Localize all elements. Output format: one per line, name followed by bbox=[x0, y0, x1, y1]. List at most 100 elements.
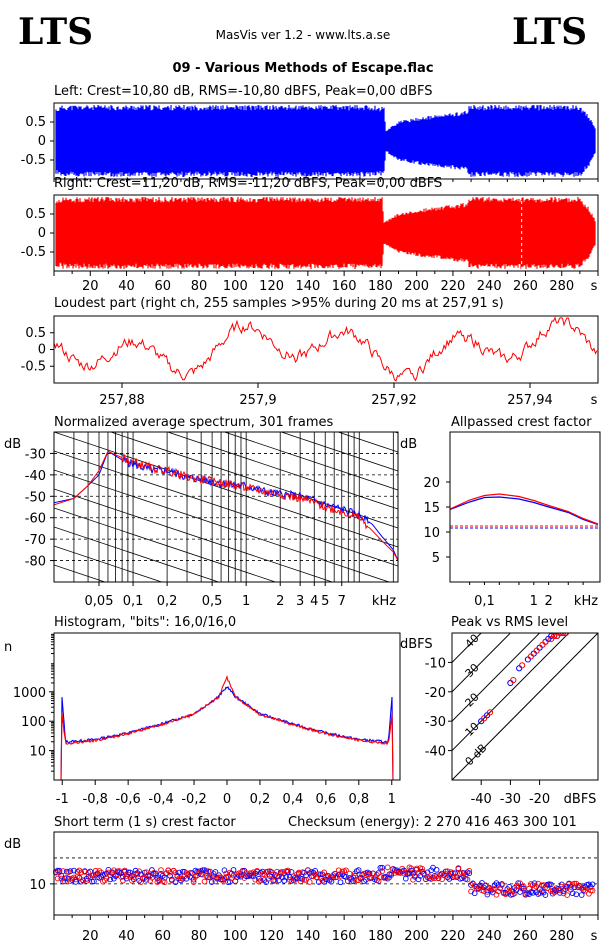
crest-point bbox=[58, 872, 65, 879]
x-unit-label: kHz bbox=[372, 594, 396, 609]
crest-point bbox=[78, 869, 85, 876]
slope-line bbox=[54, 432, 398, 548]
chart-title: Loudest part (right ch, 255 samples >95%… bbox=[54, 296, 504, 311]
crest-point bbox=[520, 885, 527, 892]
allpassed-crest-panel: Allpassed crest factor dB 20 15 10 5 0,1 1 2 kHz bbox=[400, 415, 601, 609]
x-tick-label: 4 bbox=[310, 594, 318, 609]
crest-point bbox=[352, 872, 358, 879]
scatter-point-right bbox=[542, 638, 549, 645]
crest-point bbox=[310, 873, 317, 880]
x-tick-label: kHz bbox=[574, 594, 598, 609]
y-tick-label: 0.5 bbox=[25, 207, 46, 222]
crest-point bbox=[107, 876, 114, 883]
crest-point bbox=[130, 876, 137, 883]
crest-point bbox=[217, 874, 224, 881]
y-tick-label: 1000 bbox=[13, 686, 46, 701]
x-tick-label: 1 bbox=[530, 594, 538, 609]
slope-line bbox=[54, 488, 334, 582]
x-unit-label: s bbox=[591, 279, 598, 294]
crest-point bbox=[295, 869, 302, 876]
x-tick-label: 0,1 bbox=[474, 594, 495, 609]
crest-point bbox=[170, 867, 177, 874]
x-tick-label: 257,92 bbox=[371, 393, 417, 408]
crest-point bbox=[134, 871, 141, 878]
crest-point bbox=[372, 874, 378, 881]
y-tick-label: -80 bbox=[25, 555, 46, 570]
right-waveform-panel: Right: Crest=11,20 dB, RMS=-11,20 dBFS, … bbox=[21, 176, 599, 294]
crest-point bbox=[263, 879, 270, 885]
crest-point bbox=[187, 870, 193, 876]
y-tick-label: 15 bbox=[423, 501, 440, 516]
crest-point bbox=[125, 869, 132, 876]
crest-point bbox=[265, 876, 271, 882]
x-tick-label: 0,1 bbox=[123, 594, 144, 609]
crest-point bbox=[294, 875, 300, 882]
app-title: MasVis ver 1.2 - www.lts.a.se bbox=[216, 28, 391, 42]
y-tick-label: 0 bbox=[38, 226, 46, 241]
crest-point bbox=[152, 872, 159, 879]
waveform-left bbox=[55, 105, 596, 177]
crest-point bbox=[399, 865, 406, 872]
x-tick-label: 20 bbox=[82, 929, 99, 944]
crest-point bbox=[67, 868, 74, 874]
crest-point bbox=[480, 888, 487, 894]
x-tick-label: 260 bbox=[513, 279, 538, 294]
crest-point bbox=[272, 877, 279, 884]
crest-point bbox=[455, 865, 462, 871]
scatter-point-right bbox=[481, 715, 488, 722]
y-tick-label: -20 bbox=[425, 686, 446, 701]
crest-point bbox=[89, 872, 95, 879]
crest-point bbox=[537, 890, 543, 896]
chart-title: Normalized average spectrum, 301 frames bbox=[54, 415, 333, 430]
x-tick-label: 0,2 bbox=[250, 792, 271, 807]
crest-point bbox=[60, 868, 66, 874]
y-tick-label: -10 bbox=[425, 656, 446, 671]
average-spectrum-panel: Normalized average spectrum, 301 frames d… bbox=[4, 415, 399, 609]
x-tick-label: 1 bbox=[242, 594, 250, 609]
crest-point bbox=[586, 890, 592, 897]
slope-line bbox=[54, 507, 277, 582]
chart-title: Peak vs RMS level bbox=[451, 615, 568, 630]
scatter-point-right bbox=[533, 647, 540, 654]
crest-point bbox=[361, 878, 367, 885]
left-waveform-panel: Left: Crest=10,80 dB, RMS=-10,80 dBFS, P… bbox=[21, 84, 599, 182]
crest-point bbox=[493, 880, 500, 886]
crest-point bbox=[208, 879, 215, 885]
crest-point bbox=[72, 879, 79, 885]
crest-point bbox=[408, 867, 415, 874]
crest-point bbox=[460, 870, 467, 876]
x-tick-label: 200 bbox=[404, 279, 429, 294]
y-tick-label: -40 bbox=[425, 745, 446, 760]
crest-point bbox=[285, 867, 291, 874]
x-tick-label: 260 bbox=[513, 929, 538, 944]
crest-diagonal-line bbox=[452, 633, 482, 664]
crest-point bbox=[578, 892, 585, 898]
crest-frame bbox=[449, 431, 601, 583]
crest-point bbox=[464, 876, 471, 883]
crest-point bbox=[147, 877, 153, 884]
y-tick-label: 10 bbox=[29, 878, 46, 893]
chart-title: Allpassed crest factor bbox=[451, 415, 592, 430]
y-tick-label: 5 bbox=[432, 551, 440, 566]
crest-point bbox=[363, 877, 369, 883]
crest-diagonal-label: 0 dB bbox=[463, 741, 490, 768]
crest-point bbox=[91, 878, 97, 885]
y-tick-label: -50 bbox=[25, 490, 46, 505]
x-tick-label: 220 bbox=[441, 279, 466, 294]
crest-point bbox=[542, 892, 549, 898]
slope-line bbox=[280, 432, 398, 472]
crest-point bbox=[564, 892, 571, 898]
x-tick-label: 40 bbox=[118, 279, 135, 294]
x-tick-label: 120 bbox=[259, 279, 284, 294]
crest-point bbox=[223, 870, 230, 877]
y-tick-label: 10 bbox=[423, 526, 440, 541]
x-tick-label: 257,88 bbox=[99, 393, 145, 408]
slope-line bbox=[54, 526, 220, 582]
crest-point bbox=[276, 877, 282, 884]
x-tick-label: 80 bbox=[191, 929, 208, 944]
crest-point bbox=[190, 876, 197, 883]
crest-point bbox=[221, 867, 228, 874]
x-tick-label: -40 bbox=[471, 792, 492, 807]
crest-point bbox=[158, 871, 164, 877]
